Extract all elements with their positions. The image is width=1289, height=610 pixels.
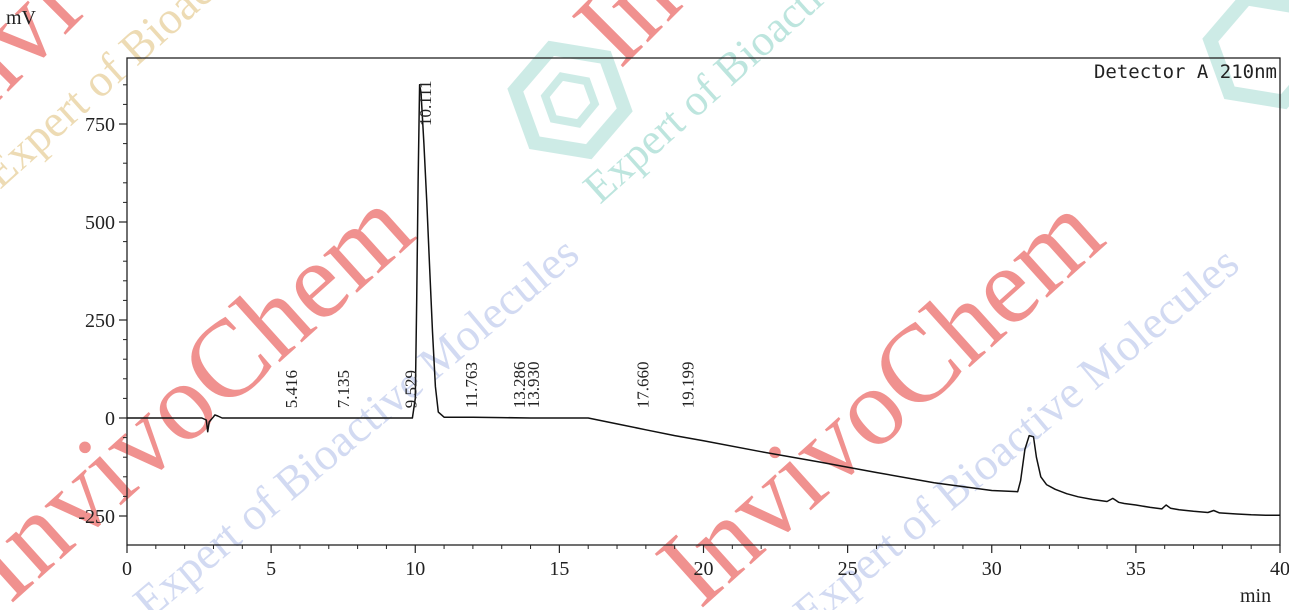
x-tick-label: 10	[405, 558, 425, 580]
x-tick-label: 0	[122, 558, 132, 580]
detector-legend: Detector A 210nm	[1094, 61, 1277, 83]
y-axis-label: mV	[6, 7, 37, 29]
peak-label: 11.763	[462, 362, 481, 408]
x-tick-label: 30	[982, 558, 1002, 580]
series-layer	[127, 84, 1280, 516]
peak-label: 13.930	[524, 361, 543, 408]
series-line	[127, 84, 1280, 516]
peak-label: 19.199	[678, 361, 697, 408]
peak-label: 10.111	[416, 81, 435, 127]
x-tick-label: 15	[549, 558, 569, 580]
x-axis-label: min	[1240, 585, 1271, 607]
y-tick-label: 500	[85, 212, 115, 234]
x-tick-label: 40	[1270, 558, 1289, 580]
x-tick-label: 25	[838, 558, 858, 580]
x-tick-label: 35	[1126, 558, 1146, 580]
peak-label: 17.660	[634, 361, 653, 408]
watermark-logo-icon	[1202, 0, 1289, 110]
x-axis: 0 5 10 15 20 25 30 35 40	[122, 545, 1289, 580]
y-axis: -250 0 250 500 750	[78, 84, 127, 528]
y-tick-label: 250	[85, 310, 115, 332]
x-tick-label: 20	[694, 558, 714, 580]
peak-label: 13.286	[510, 361, 529, 408]
y-tick-label: 0	[105, 408, 115, 430]
peak-label: 5.416	[282, 370, 301, 408]
x-tick-label: 5	[266, 558, 276, 580]
peak-label: 9.529	[402, 370, 421, 408]
y-tick-label: -250	[78, 506, 115, 528]
peak-label: 7.135	[334, 370, 353, 408]
watermark-logo-icon	[507, 40, 633, 160]
y-tick-label: 750	[85, 114, 115, 136]
